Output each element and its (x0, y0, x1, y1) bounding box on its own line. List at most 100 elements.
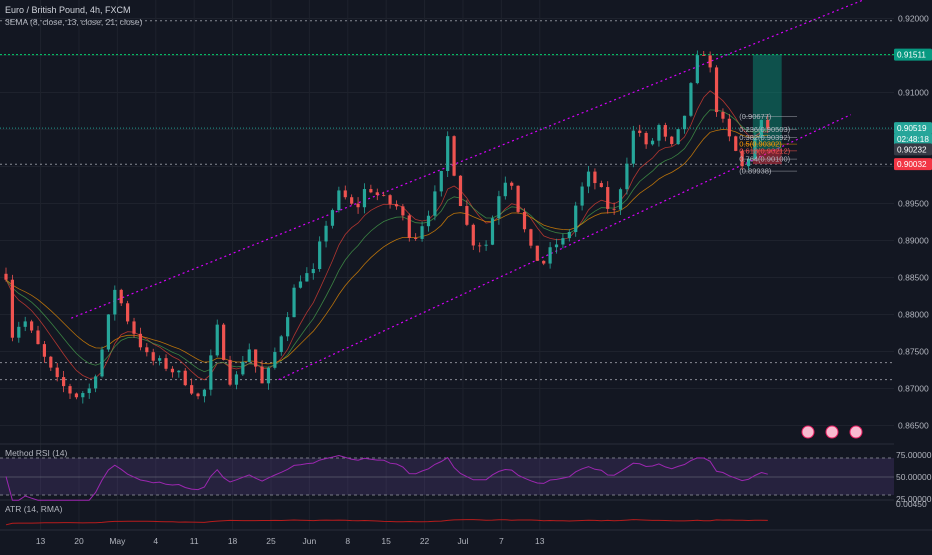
candle-body (433, 191, 437, 216)
event-icon[interactable] (825, 425, 839, 439)
candle-body (138, 333, 143, 348)
candle-body (458, 175, 463, 207)
candle-body (209, 355, 213, 390)
candle-body (330, 210, 335, 226)
price-badge[interactable] (894, 122, 932, 135)
time-tick: 11 (190, 536, 199, 546)
candle-body (766, 119, 770, 129)
candle-body (55, 367, 59, 378)
candle-body (318, 241, 322, 270)
price-badge-text: 02:48:18 (897, 135, 929, 144)
price-badge[interactable] (894, 48, 932, 61)
candles (4, 50, 770, 404)
candle-body (394, 204, 399, 207)
candle-body (4, 273, 8, 280)
candle-body (503, 182, 507, 197)
time-tick: 22 (420, 536, 430, 546)
fib-level-label: 0.5(0.90302) (739, 140, 782, 149)
time-tick: 13 (36, 536, 46, 546)
fib-level-label: 0.382(0.90392) (739, 133, 790, 142)
price-badge-text: 0.90032 (897, 160, 927, 169)
time-axis[interactable] (0, 530, 894, 550)
candle-body (535, 245, 539, 261)
rsi-tick-75: 75.00000 (896, 450, 932, 460)
symbol-title[interactable]: Euro / British Pound, 4h, FXCM (5, 5, 131, 15)
candle-body (721, 112, 725, 119)
candle-body (286, 317, 290, 337)
candle-body (682, 115, 687, 130)
fib-level-label: 0.618(0.90212) (739, 146, 790, 155)
position-target-zone[interactable] (752, 54, 782, 150)
ema-line (5, 109, 768, 373)
candle-body (62, 377, 66, 387)
candle-body (49, 356, 53, 368)
candle-body (279, 336, 283, 353)
candle-body (356, 203, 360, 208)
price-tick: 0.92000 (898, 14, 929, 24)
candle-body (606, 187, 610, 209)
rsi-tick-50: 50.00000 (896, 472, 932, 482)
atr-indicator-label[interactable]: ATR (14, RMA) (5, 504, 63, 514)
candle-body (497, 196, 501, 219)
candle-body (228, 359, 232, 385)
position-stop-zone[interactable] (752, 149, 782, 165)
candle-body (292, 287, 296, 318)
candle-body (618, 189, 623, 210)
rsi-indicator-label[interactable]: Method RSI (14) (5, 448, 68, 458)
time-tick: 15 (381, 536, 391, 546)
time-tick: 25 (266, 536, 276, 546)
candle-body (734, 136, 738, 151)
price-badge[interactable] (894, 143, 932, 156)
candle-body (580, 186, 584, 206)
candle-body (388, 195, 392, 205)
event-icon[interactable] (801, 425, 815, 439)
candle-body (529, 229, 533, 246)
candle-body (298, 281, 303, 288)
price-tick: 0.87000 (898, 384, 929, 394)
candle-body (222, 324, 226, 360)
candle-body (311, 269, 315, 274)
time-axis-ticks: 13 20 May 4 11 18 25 Jun 8 15 22 Jul 7 13 (36, 536, 545, 546)
candle-body (452, 136, 456, 176)
candle-body (753, 137, 757, 159)
candle-body (708, 55, 712, 68)
candle-body (350, 197, 354, 204)
candle-body (561, 238, 565, 245)
price-badge-text: 0.90519 (897, 124, 927, 133)
candle-body (126, 303, 130, 322)
candle-body (369, 189, 373, 193)
candle-body (574, 205, 578, 232)
candle-body (87, 388, 91, 394)
channel-trendline[interactable] (71, 0, 927, 319)
ema-line (5, 90, 768, 381)
price-badge[interactable] (894, 158, 932, 171)
candle-body (343, 190, 347, 198)
candle-body (375, 192, 379, 195)
candle-body (695, 55, 699, 84)
candle-body (638, 130, 642, 133)
price-badge[interactable] (894, 133, 932, 146)
ema-indicator-label[interactable]: 3EMA (8, close, 13, close, 21, close) (5, 17, 143, 27)
candle-body (100, 349, 104, 377)
candle-body (196, 393, 200, 397)
time-tick: 7 (499, 536, 504, 546)
candle-body (407, 215, 411, 238)
candle-body (727, 118, 731, 137)
candle-body (593, 171, 597, 184)
candle-body (68, 386, 72, 394)
channel-lines (71, 0, 927, 381)
candle-body (516, 185, 520, 212)
atr-line (5, 519, 768, 526)
price-badges: 0.91511 0.90519 02:48:180.90232 0.90032 (894, 48, 932, 171)
candle-body (183, 370, 187, 386)
candle-body (740, 150, 744, 167)
candle-body (119, 289, 123, 304)
candle-body (36, 330, 40, 345)
long-position-tool (752, 54, 782, 165)
event-icon[interactable] (849, 425, 863, 439)
time-tick: 8 (345, 536, 350, 546)
time-tick: Jun (303, 536, 317, 546)
price-axis[interactable] (894, 0, 932, 550)
